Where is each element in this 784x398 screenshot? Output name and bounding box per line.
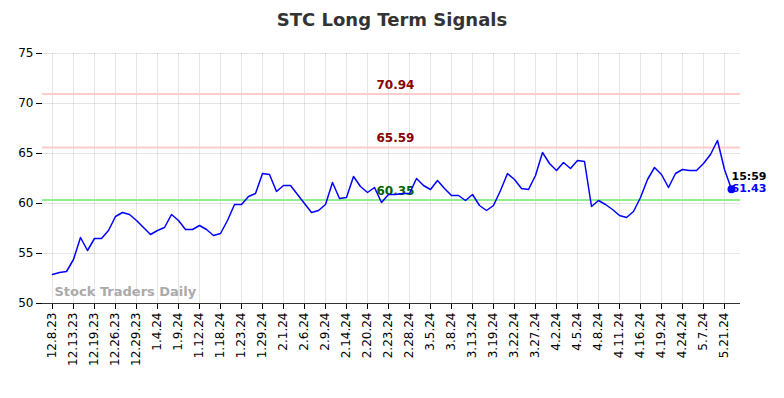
svg-text:3.19.24: 3.19.24	[486, 313, 500, 359]
svg-text:2.1.24: 2.1.24	[276, 313, 290, 351]
svg-text:1.12.24: 1.12.24	[192, 313, 206, 359]
svg-text:4.2.24: 4.2.24	[549, 313, 563, 351]
svg-text:4.8.24: 4.8.24	[591, 313, 605, 351]
svg-text:2.6.24: 2.6.24	[297, 313, 311, 351]
svg-text:1.9.24: 1.9.24	[171, 313, 185, 351]
svg-text:12.8.23: 12.8.23	[45, 313, 59, 359]
svg-text:12.26.23: 12.26.23	[108, 313, 122, 366]
svg-text:60: 60	[18, 196, 33, 210]
svg-text:75: 75	[18, 46, 33, 60]
svg-text:3.8.24: 3.8.24	[444, 313, 458, 351]
svg-text:12.19.23: 12.19.23	[87, 313, 101, 366]
svg-text:60.35: 60.35	[377, 184, 415, 198]
svg-text:1.29.24: 1.29.24	[255, 313, 269, 359]
svg-text:3.27.24: 3.27.24	[528, 313, 542, 359]
svg-text:2.23.24: 2.23.24	[381, 313, 395, 359]
svg-text:2.9.24: 2.9.24	[318, 313, 332, 351]
svg-text:2.14.24: 2.14.24	[339, 313, 353, 359]
svg-text:5.21.24: 5.21.24	[717, 313, 731, 359]
svg-text:55: 55	[18, 246, 33, 260]
svg-text:5.7.24: 5.7.24	[696, 313, 710, 351]
svg-text:65: 65	[18, 146, 33, 160]
svg-text:4.19.24: 4.19.24	[654, 313, 668, 359]
svg-text:65.59: 65.59	[377, 131, 415, 145]
svg-text:12.29.23: 12.29.23	[129, 313, 143, 366]
svg-text:70.94: 70.94	[377, 78, 415, 92]
svg-text:4.11.24: 4.11.24	[612, 313, 626, 359]
svg-text:3.22.24: 3.22.24	[507, 313, 521, 359]
svg-text:3.5.24: 3.5.24	[423, 313, 437, 351]
svg-text:15:59: 15:59	[731, 169, 767, 183]
svg-text:4.16.24: 4.16.24	[633, 313, 647, 359]
svg-text:2.20.24: 2.20.24	[360, 313, 374, 359]
svg-text:70: 70	[18, 96, 33, 110]
svg-text:1.23.24: 1.23.24	[234, 313, 248, 359]
svg-text:61.43: 61.43	[732, 182, 767, 195]
svg-text:3.13.24: 3.13.24	[465, 313, 479, 359]
svg-text:50: 50	[18, 296, 33, 310]
svg-text:4.24.24: 4.24.24	[675, 313, 689, 359]
html-text:STC Long Term Signals: STC Long Term Signals	[276, 9, 508, 30]
svg-text:12.13.23: 12.13.23	[66, 313, 80, 366]
svg-text:1.4.24: 1.4.24	[150, 313, 164, 351]
svg-text:2.28.24: 2.28.24	[402, 313, 416, 359]
svg-text:Stock Traders Daily: Stock Traders Daily	[55, 284, 197, 299]
svg-text:1.18.24: 1.18.24	[213, 313, 227, 359]
svg-text:4.5.24: 4.5.24	[570, 313, 584, 351]
